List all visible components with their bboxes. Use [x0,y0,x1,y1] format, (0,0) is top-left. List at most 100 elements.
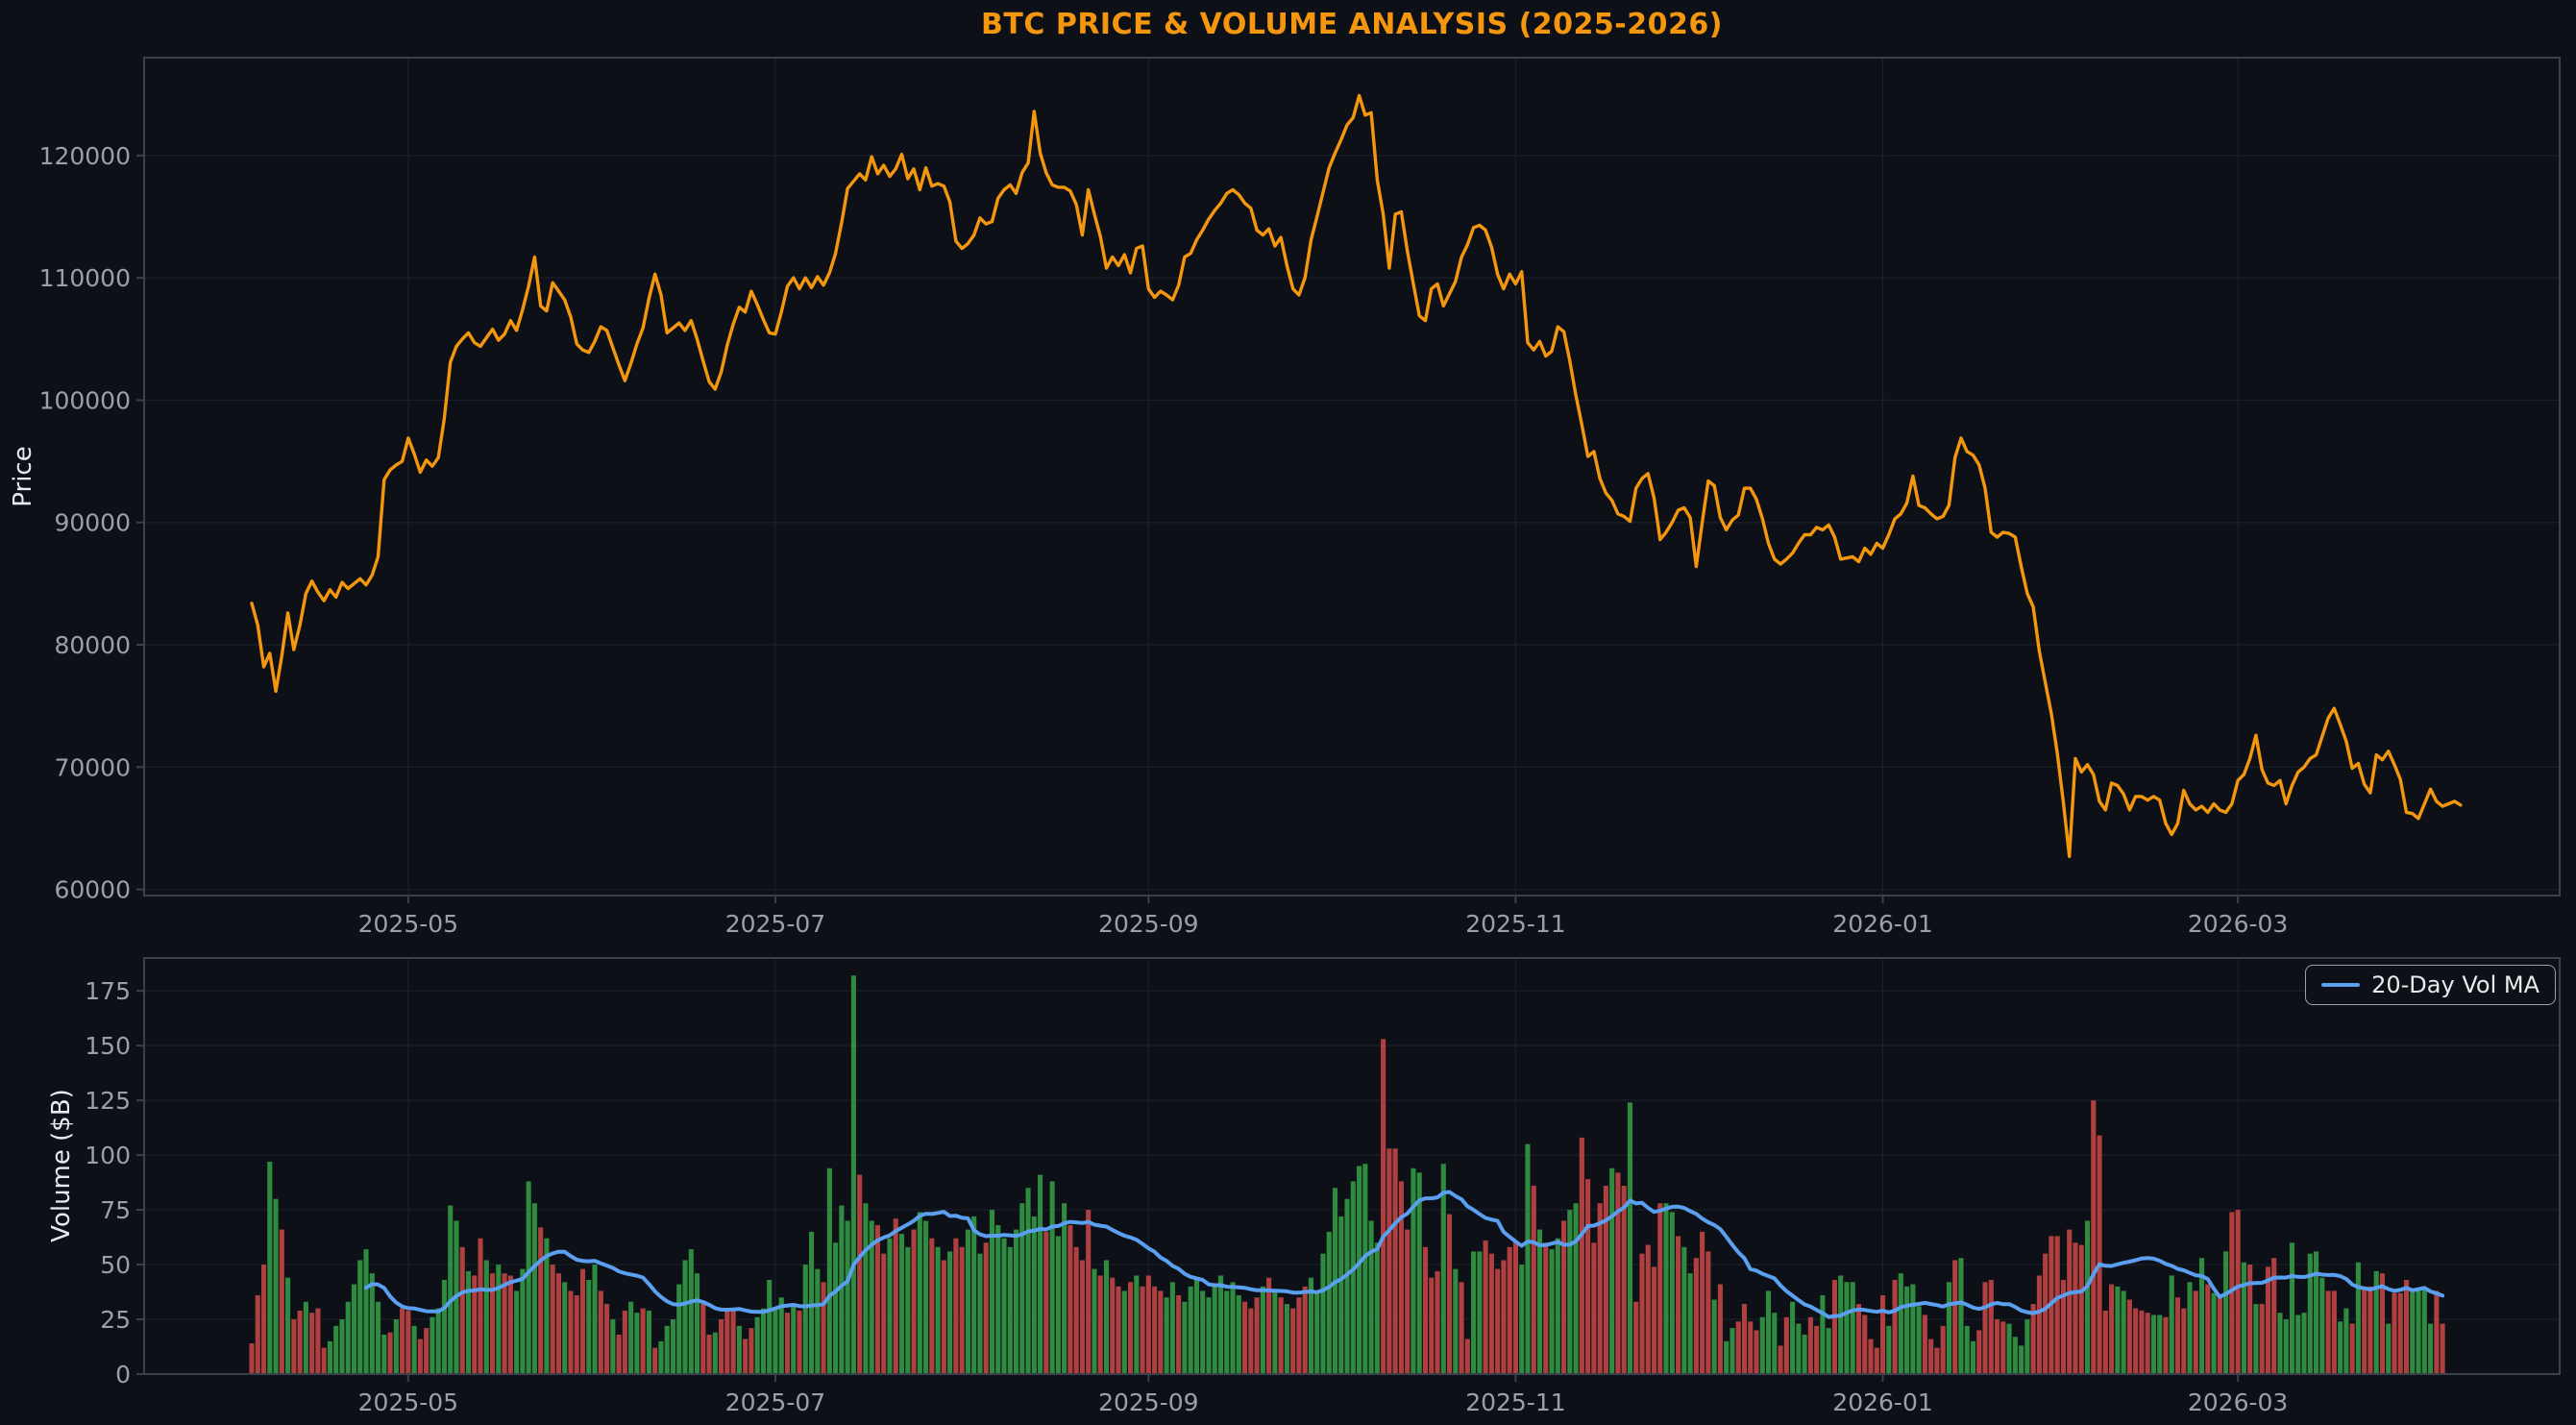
volume-bar [1446,1214,1453,1374]
volume-bar [2373,1270,2379,1374]
volume-bar [2259,1304,2265,1374]
volume-bar [1940,1325,1946,1374]
volume-bar [1158,1290,1164,1374]
volume-bar [1471,1251,1477,1374]
volume-bar [1212,1286,1217,1374]
volume-bar [743,1339,748,1374]
volume-bar [773,1308,778,1374]
volume-bar [2169,1275,2174,1374]
volume-bar [2319,1277,2325,1374]
volume-bar [1110,1277,1116,1374]
volume-bar [676,1284,682,1374]
price-ytick-label: 100000 [39,386,131,414]
volume-bar [2157,1314,2163,1374]
volume-bar [845,1220,850,1374]
volume-xtick-label: 2025-09 [1098,1388,1198,1416]
volume-bar [279,1229,284,1374]
volume-bar [1043,1231,1049,1374]
volume-bar [634,1313,640,1374]
volume-bar [2392,1292,2397,1374]
volume-bar [1193,1277,1199,1374]
volume-bar [977,1253,983,1374]
volume-bar [1831,1280,1837,1374]
volume-bar [1086,1210,1092,1374]
volume-bar [1705,1251,1711,1374]
volume-bar [995,1225,1001,1374]
volume-bar [291,1319,297,1374]
volume-bar [514,1290,520,1374]
volume-bar [1754,1330,1759,1374]
volume-bar [2102,1310,2108,1374]
volume-bar [2379,1273,2386,1374]
volume-bar [1790,1301,1796,1374]
volume-ytick-label: 50 [100,1251,131,1279]
volume-bar [285,1277,291,1374]
volume-bar [1855,1304,1862,1374]
volume-bar [694,1273,700,1374]
volume-bar [1910,1284,1916,1374]
volume-bar [2054,1236,2060,1374]
volume-bar [1097,1275,1103,1374]
volume-bar [1730,1328,1735,1374]
volume-bar [375,1301,381,1374]
volume-bar [797,1310,802,1374]
volume-bar [784,1313,791,1374]
volume-bar [1092,1268,1097,1374]
volume-bar [1338,1216,1344,1374]
volume-bar [809,1231,815,1374]
volume-bar [1561,1220,1567,1374]
volume-bar [2301,1313,2307,1374]
volume-bar [821,1282,826,1374]
volume-bar [1073,1246,1079,1374]
price-ytick-label: 60000 [54,876,131,904]
volume-bar [2133,1308,2139,1374]
price-xtick-label: 2025-07 [725,910,825,938]
volume-bar [754,1316,760,1374]
volume-bar [628,1301,634,1374]
price-axis-label: Price [9,446,37,507]
volume-bar [2410,1290,2416,1374]
volume-bar [526,1181,531,1374]
volume-bar [1651,1266,1657,1374]
volume-bar [303,1301,308,1374]
volume-bar [2277,1313,2283,1374]
volume-bar [1429,1277,1435,1374]
volume-bar [387,1332,393,1374]
volume-bar [1778,1345,1783,1374]
volume-bar [1995,1319,2000,1374]
volume-bar [1374,1242,1380,1374]
volume-xtick-label: 2026-03 [2188,1388,2288,1416]
volume-ytick-label: 0 [115,1361,131,1388]
volume-bar [760,1308,766,1374]
volume-bar [574,1294,579,1374]
price-ytick-label: 90000 [54,509,131,537]
volume-bar [947,1251,953,1374]
volume-bar [1567,1210,1573,1374]
volume-bar [2386,1323,2392,1374]
volume-bar [1416,1172,1422,1374]
axes [136,57,2561,1382]
ma-line-sample-icon [2321,983,2361,987]
volume-bar [869,1220,874,1374]
volume-bar [2205,1284,2211,1374]
volume-bar [1621,1186,1627,1374]
volume-bar [2325,1290,2331,1374]
volume-bar [1820,1294,1826,1374]
volume-bar [1392,1148,1398,1374]
volume-bar [1453,1268,1459,1374]
volume-bar [405,1310,411,1374]
volume-bar [1464,1339,1470,1374]
volume-bar [1134,1275,1140,1374]
volume-bar [465,1270,472,1374]
volume-bar [833,1242,839,1374]
volume-bar [2078,1244,2084,1374]
volume-bar [1724,1340,1730,1374]
volume-bar [953,1238,959,1374]
volume-bar [983,1242,989,1374]
volume-bar [1988,1280,1994,1374]
volume-bar [1536,1229,1543,1374]
volume-bar [706,1334,712,1374]
volume-xtick-label: 2025-11 [1465,1388,1565,1416]
volume-bar [2060,1280,2067,1374]
volume-bar [1031,1216,1037,1374]
